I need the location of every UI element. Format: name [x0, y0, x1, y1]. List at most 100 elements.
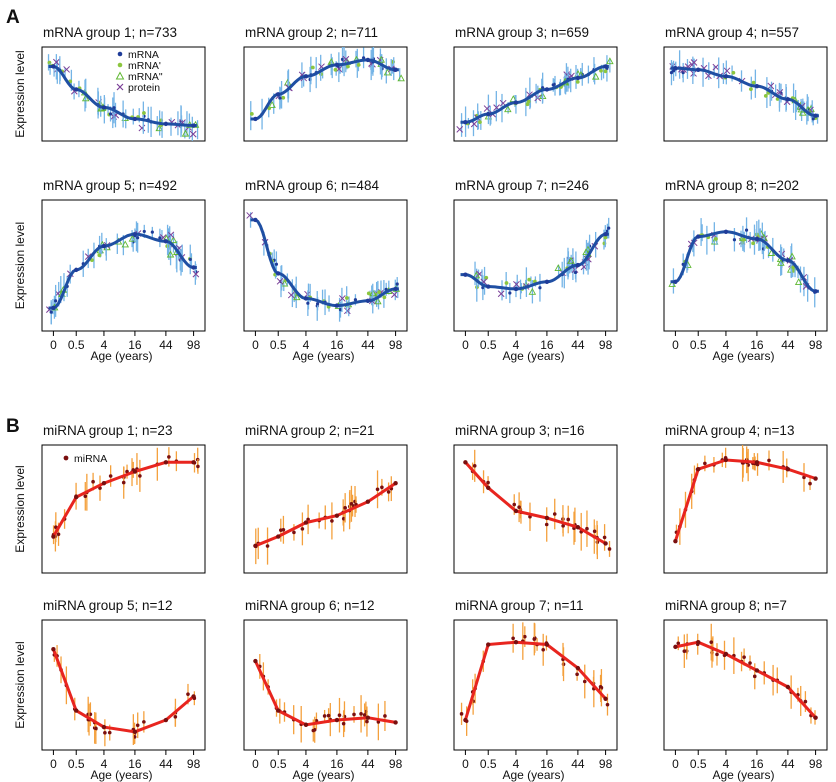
mrna-prime-point [281, 95, 286, 100]
mirna-point [742, 655, 746, 659]
y-axis-label: Expression level [13, 465, 27, 552]
data-point [813, 289, 818, 294]
x-tick-label: 16 [540, 757, 554, 771]
panel-letter-b: B [6, 416, 20, 437]
data-point [486, 642, 491, 647]
mrna-dprime-point [128, 234, 137, 242]
chart-title: mRNA group 4; n=557 [665, 25, 799, 40]
mrna-point [395, 282, 399, 286]
mirna-point [472, 464, 477, 468]
plot-frame [663, 46, 828, 142]
data-point [754, 460, 760, 465]
plot-area [453, 46, 618, 142]
protein-point [287, 291, 295, 299]
mrna-prime-point [356, 63, 361, 67]
mrna-dprime-point [293, 293, 301, 301]
mirna-fit-line [52, 460, 194, 538]
mrna-dprime-point [81, 94, 90, 102]
mrna-dprime-point [472, 271, 481, 279]
protein-point [497, 290, 505, 298]
legend-label: mRNA" [128, 71, 163, 83]
mirna-point [341, 721, 346, 726]
plot-frame [453, 444, 618, 574]
x-tick-label: 16 [750, 338, 764, 352]
x-tick-label: 98 [599, 757, 613, 771]
mrna-point [732, 238, 737, 242]
x-tick-label: 16 [128, 757, 142, 771]
mrna-point [136, 236, 140, 240]
mirna-point [575, 672, 579, 677]
data-point [696, 67, 701, 72]
mrna-dprime-point [794, 278, 803, 286]
mrna-point [508, 291, 512, 295]
mirna-point [544, 522, 549, 527]
data-point [365, 499, 371, 504]
legend-mrna-dprime-marker [115, 71, 125, 80]
mrna-prime-point [741, 237, 746, 242]
data-point [813, 476, 818, 481]
plot-frame [41, 444, 206, 574]
mirna-point [541, 648, 546, 652]
x-axis-label: Age (years) [292, 768, 354, 782]
data-point [132, 231, 138, 237]
mirna-point [125, 469, 129, 474]
mrna-prime-point [310, 65, 315, 70]
protein-point [63, 66, 70, 73]
mrna-point [274, 262, 279, 266]
mrna-point [150, 230, 154, 234]
data-point [163, 239, 169, 244]
mirna-point [676, 641, 681, 646]
mrna-point [551, 83, 555, 87]
x-tick-label: 0.5 [480, 338, 497, 352]
data-point [393, 720, 398, 725]
x-tick-label: 0 [252, 338, 259, 352]
mrna-prime-point [751, 80, 756, 85]
chart-title: miRNA group 7; n=11 [455, 598, 583, 613]
plot-area [243, 46, 408, 142]
x-tick-label: 0.5 [68, 338, 85, 352]
data-point [303, 74, 309, 79]
data-point [785, 467, 791, 472]
data-point [101, 243, 107, 249]
mirna-point [108, 474, 113, 478]
data-point [575, 665, 581, 671]
chart-title: mRNA group 6; n=484 [245, 178, 379, 193]
plot-area [41, 46, 206, 142]
data-point [723, 74, 729, 79]
mrna-point [158, 236, 162, 240]
mirna-point [330, 519, 334, 523]
mirna-legend: miRNA [63, 453, 107, 465]
mrna-fit-line [250, 218, 399, 308]
mirna-point [511, 636, 515, 641]
x-tick-label: 0 [462, 757, 469, 771]
mirna-point [135, 723, 140, 728]
mrna-dprime-point [283, 78, 292, 86]
mirna-point [142, 720, 146, 724]
mirna-point [386, 490, 391, 494]
x-tick-label: 44 [571, 757, 585, 771]
x-tick-label: 16 [128, 338, 142, 352]
mrna-prime-point [791, 268, 796, 273]
data-point [132, 469, 138, 474]
mrna-prime-point [346, 64, 350, 69]
mrna-point [353, 298, 358, 302]
plot-frame [41, 619, 206, 751]
mrna-dprime-point [582, 248, 590, 256]
data-point [74, 87, 79, 92]
x-tick-label: 44 [571, 338, 585, 352]
data-point [101, 480, 107, 486]
protein-point [343, 307, 351, 315]
x-tick-label: 4 [723, 338, 730, 352]
data-point [191, 123, 196, 128]
mrna-prime-point [249, 111, 254, 116]
data-point [191, 694, 196, 699]
mrna-dprime-point [377, 55, 386, 63]
data-point [513, 508, 519, 514]
mirna-point [167, 455, 171, 459]
data-point [303, 296, 309, 301]
x-tick-label: 0 [462, 338, 469, 352]
chart-title: miRNA group 5; n=12 [43, 598, 172, 613]
x-tick-label: 0.5 [270, 338, 287, 352]
data-point [813, 113, 818, 118]
plot-area [663, 444, 828, 574]
